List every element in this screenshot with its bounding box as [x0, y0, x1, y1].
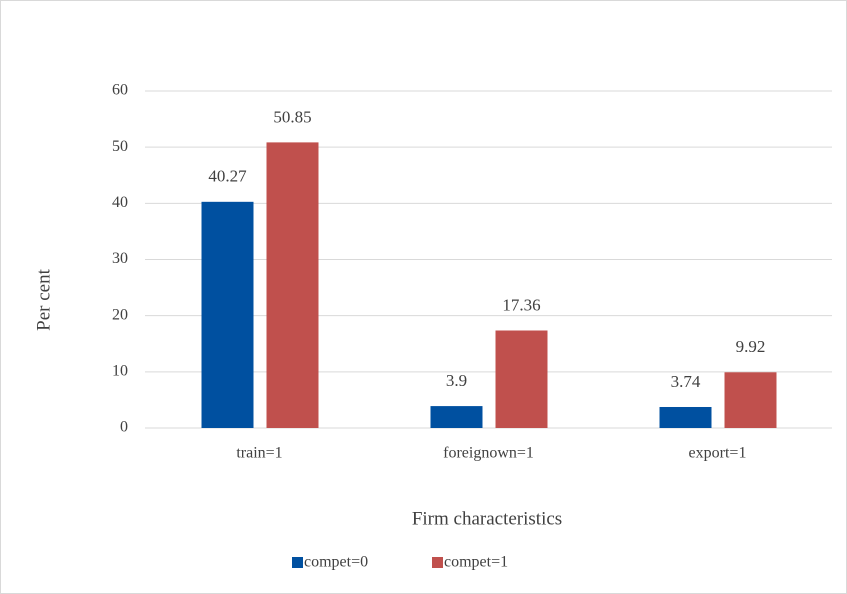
- data-label: 3.9: [446, 371, 467, 390]
- x-tick-label: foreignown=1: [443, 445, 534, 462]
- y-tick-label: 60: [112, 82, 128, 99]
- bar: [430, 406, 483, 428]
- data-label: 3.74: [671, 372, 701, 391]
- x-tick-label: train=1: [236, 445, 282, 462]
- data-label: 50.85: [273, 107, 311, 126]
- y-tick-label: 50: [112, 138, 128, 155]
- x-axis-title: Firm characteristics: [412, 508, 562, 529]
- bar: [724, 372, 777, 428]
- legend-label: compet=1: [444, 554, 508, 571]
- bar: [495, 330, 548, 428]
- legend-label: compet=0: [304, 554, 368, 571]
- y-tick-label: 30: [112, 250, 128, 267]
- y-tick-label: 0: [120, 419, 128, 436]
- data-label: 40.27: [208, 167, 247, 186]
- y-tick-label: 20: [112, 306, 128, 323]
- y-tick-label: 40: [112, 194, 128, 211]
- bar: [266, 142, 319, 428]
- legend-swatch: [432, 557, 443, 568]
- x-tick-label: export=1: [689, 445, 747, 462]
- y-tick-label: 10: [112, 363, 128, 380]
- y-axis-title: Per cent: [33, 268, 54, 330]
- bar: [659, 406, 712, 428]
- data-label: 17.36: [502, 295, 540, 314]
- bar: [201, 201, 254, 428]
- legend-swatch: [292, 557, 303, 568]
- data-label: 9.92: [736, 337, 766, 356]
